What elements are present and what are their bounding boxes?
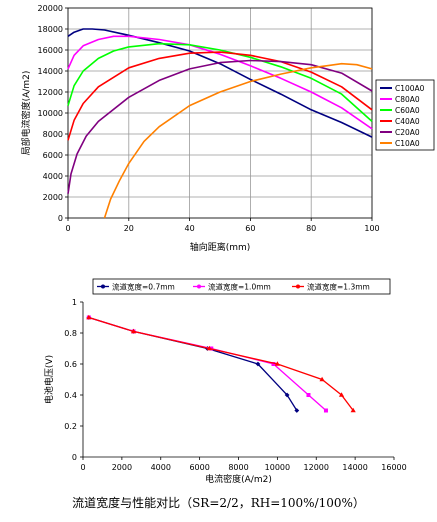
x-tick-label: 6000	[189, 463, 209, 472]
series-line	[67, 51, 373, 141]
series-line	[67, 28, 373, 138]
y-axis-title: 局部电流密度(A/m2)	[20, 71, 32, 156]
chart-1: 0 2000 4000 6000 8000 10000 12000 14000 16000 180…	[20, 4, 435, 253]
x-axis-title: 轴向距离(mm)	[190, 241, 251, 253]
legend-label: 流道宽度=1.3mm	[307, 282, 370, 292]
y-tick-label: 10000	[38, 109, 63, 118]
y-tick-label: 0	[58, 214, 63, 223]
x-tick-label: 0	[65, 224, 70, 233]
data-point	[306, 393, 311, 397]
x-tick-label: 16000	[381, 463, 406, 472]
legend-label: C20A0	[395, 128, 420, 137]
series-line	[67, 35, 373, 130]
y-tick-label: 14000	[38, 67, 63, 76]
y-tick-label: 0.2	[64, 422, 77, 431]
y-tick-label: 6000	[43, 151, 63, 160]
x-tick-label: 14000	[342, 463, 367, 472]
legend-marker	[101, 284, 105, 289]
data-point	[294, 408, 300, 413]
legend-box	[92, 278, 391, 295]
legend-label: 流道宽度=0.7mm	[112, 282, 175, 292]
data-point	[350, 407, 356, 413]
data-point	[271, 362, 276, 366]
data-point	[338, 392, 345, 397]
x-tick-label: 12000	[304, 463, 329, 472]
data-point	[86, 314, 92, 320]
legend-label: 流道宽度=1.0mm	[208, 282, 271, 292]
y-tick-label: 2000	[43, 193, 63, 202]
data-point	[130, 328, 137, 334]
y-tick-label: 12000	[38, 88, 63, 97]
data-point	[323, 408, 328, 413]
x-tick-label: 4000	[151, 463, 171, 472]
x-tick-label: 20	[124, 224, 134, 233]
y-tick-label: 20000	[38, 4, 63, 13]
y-tick-label: 16000	[38, 46, 63, 55]
y-tick-label: 1	[72, 298, 77, 307]
legend: C100A0 C80A0 C60A0 C40A0 C20A0 C10A0	[375, 79, 435, 151]
legend: 流道宽度=0.7mm 流道宽度=1.0mm 流道宽度=1.3mm	[92, 278, 391, 295]
x-tick-label: 0	[80, 463, 85, 472]
legend-label: C80A0	[395, 95, 420, 104]
data-point	[206, 345, 212, 351]
legend-box	[375, 79, 435, 151]
legend-marker	[296, 284, 300, 289]
figure-caption: 流道宽度与性能对比（SR=2/2，RH=100%/100%）	[72, 496, 365, 510]
legend-label: C60A0	[395, 106, 420, 115]
series-line	[67, 59, 373, 194]
data-point	[319, 376, 325, 382]
x-tick-label: 2000	[112, 463, 132, 472]
y-tick-label: 0.6	[64, 360, 77, 369]
legend-label: C10A0	[395, 139, 420, 148]
y-tick-label: 18000	[38, 25, 63, 34]
series-line	[103, 62, 373, 219]
plot-frame	[67, 7, 373, 219]
y-axis-title: 电池电压(V)	[43, 355, 55, 404]
data-point	[284, 392, 290, 398]
y-tick-label: 4000	[43, 172, 63, 181]
y-tick-label: 0.8	[64, 329, 77, 338]
legend-label: C100A0	[395, 84, 425, 93]
legend-marker	[197, 284, 201, 289]
chart-2: 0 0.2 0.4 0.6 0.8 1 0 2000 4000 6000 8000 10000 1200…	[43, 278, 407, 485]
y-tick-label: 0.4	[64, 391, 77, 400]
y-tick-label: 0	[72, 453, 77, 462]
series-line	[88, 316, 298, 411]
x-tick-label: 60	[245, 224, 255, 233]
series-line	[67, 42, 373, 122]
x-tick-label: 10000	[265, 463, 290, 472]
x-tick-label: 80	[306, 224, 316, 233]
x-tick-label: 40	[185, 224, 195, 233]
series-line	[88, 316, 327, 411]
x-axis-title: 电流密度(A/m2)	[205, 473, 272, 485]
y-tick-label: 8000	[43, 130, 63, 139]
x-tick-label: 8000	[228, 463, 248, 472]
data-point	[255, 361, 261, 367]
x-tick-label: 100	[364, 224, 379, 233]
series-line	[88, 316, 354, 411]
data-point	[274, 361, 280, 366]
legend-label: C40A0	[395, 117, 420, 126]
